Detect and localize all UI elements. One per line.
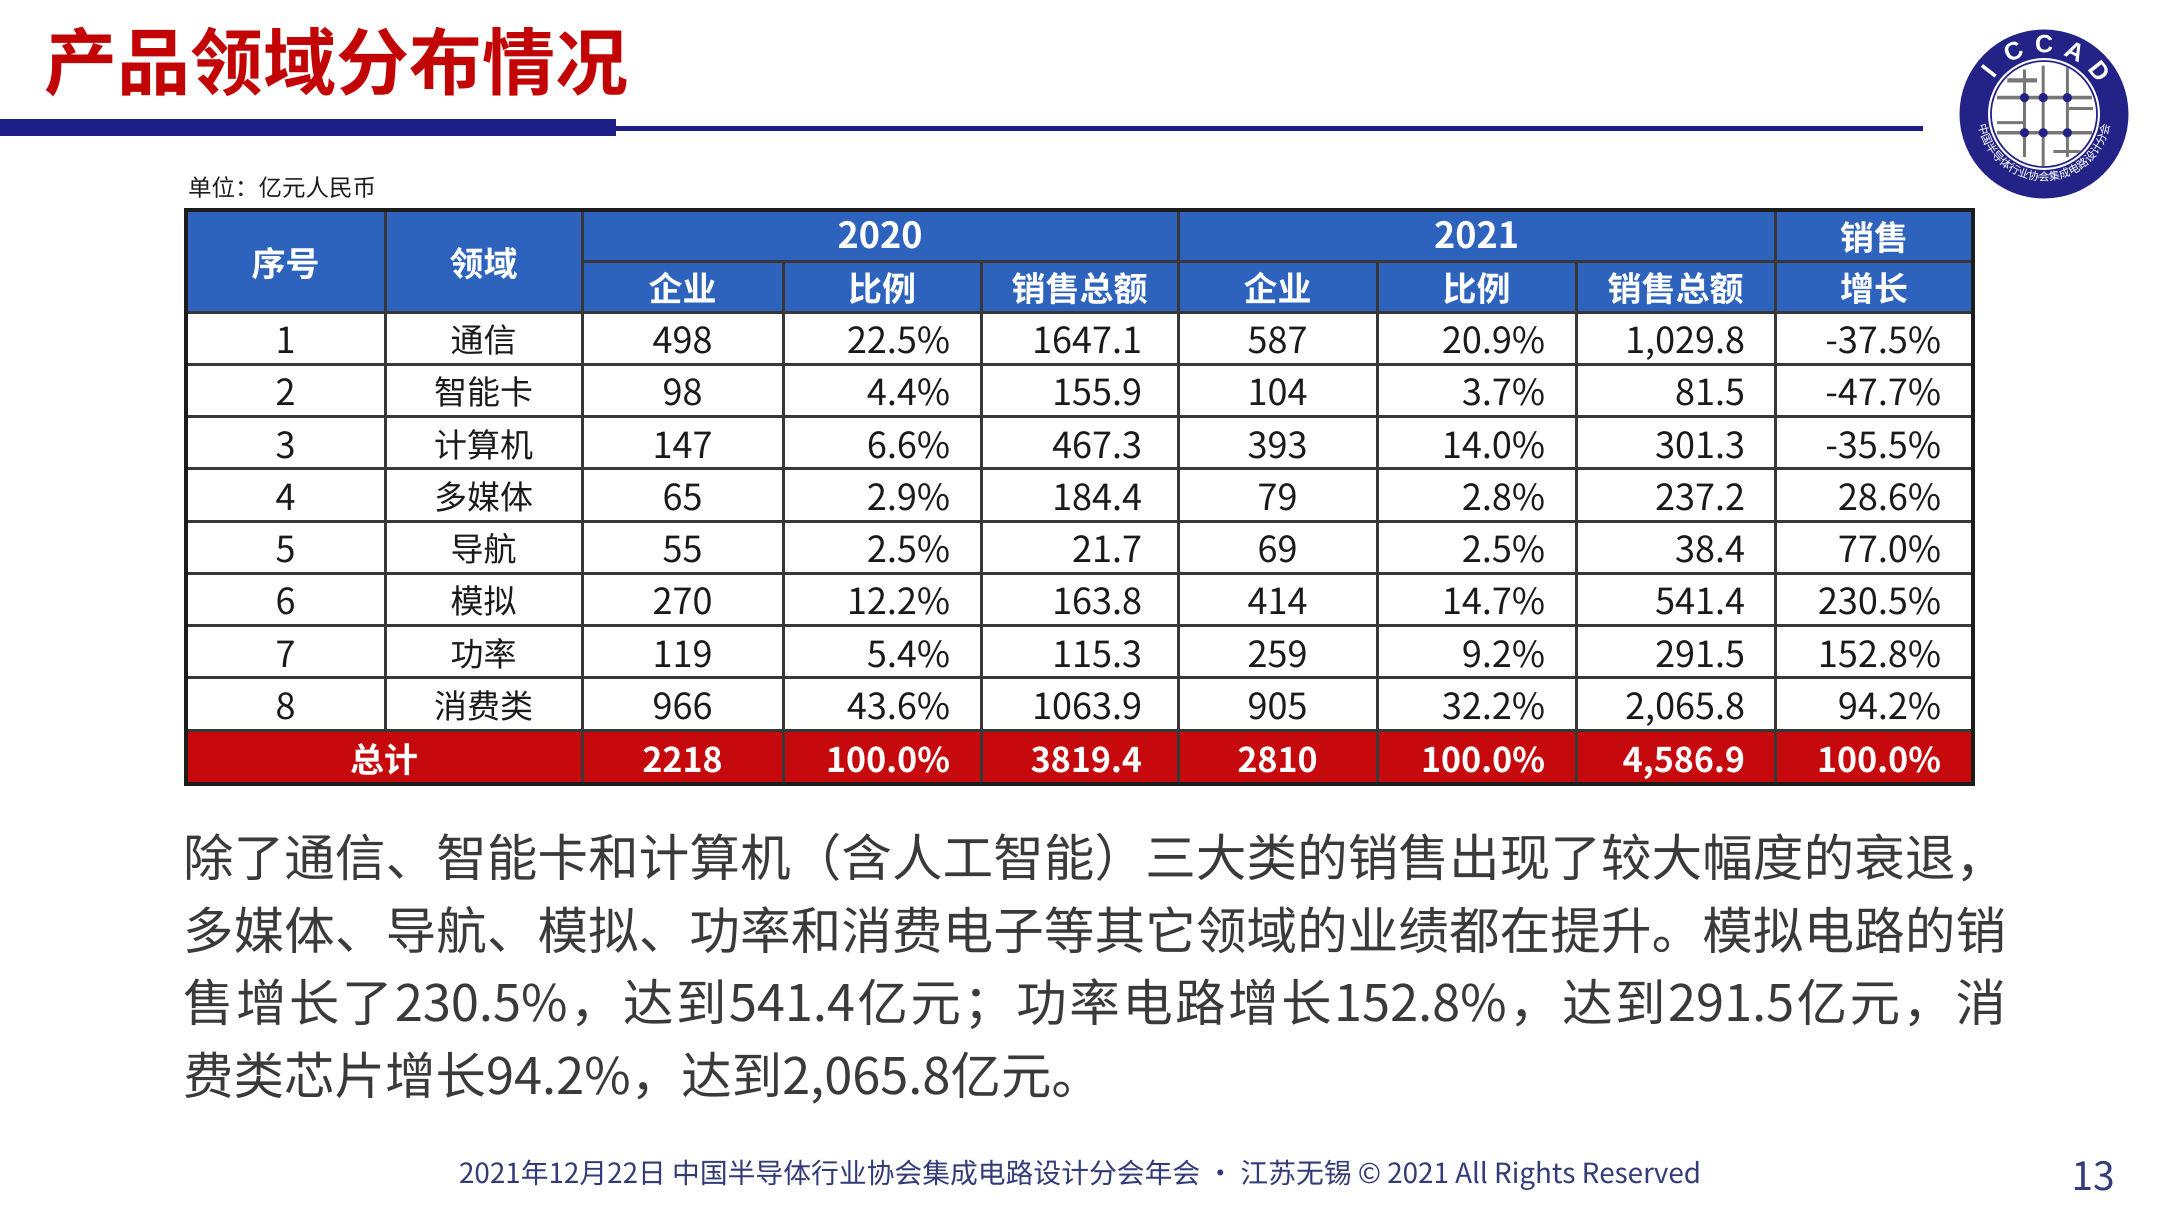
svg-text:C: C <box>2035 31 2053 59</box>
